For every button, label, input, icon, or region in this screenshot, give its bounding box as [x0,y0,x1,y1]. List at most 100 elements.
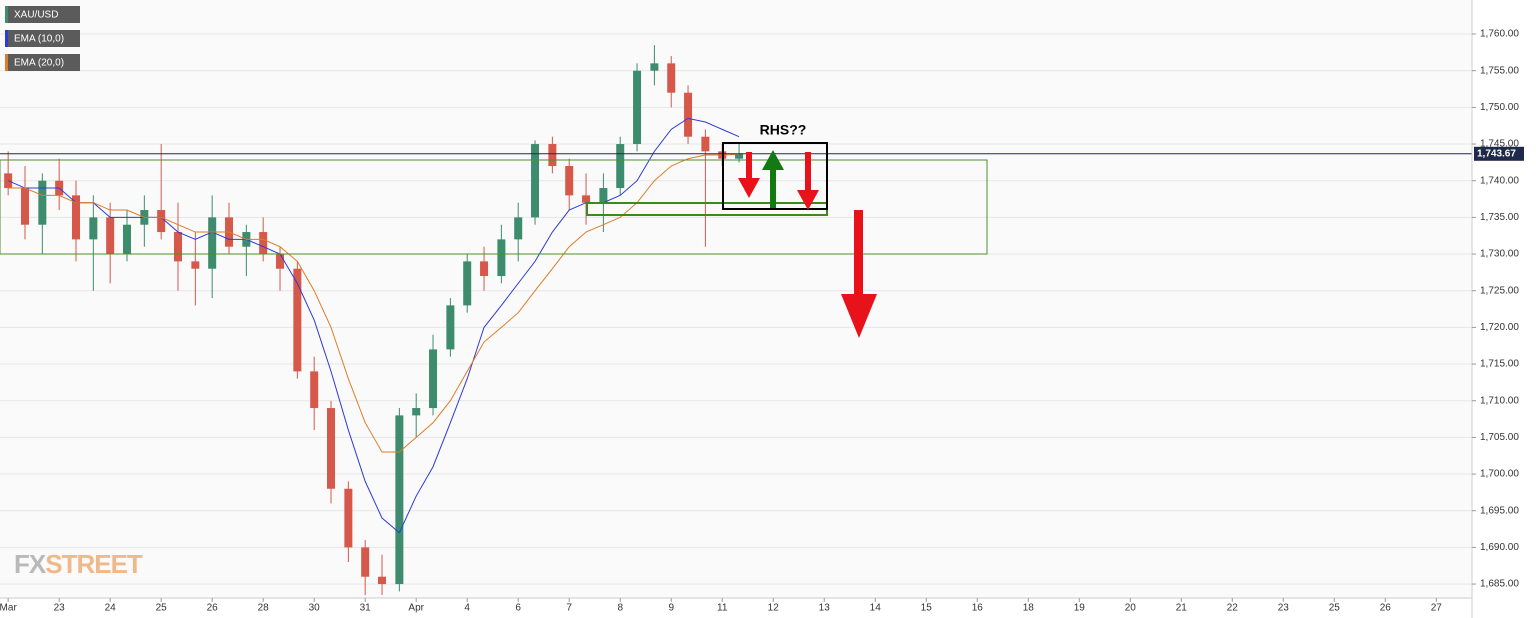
candle-body [565,166,574,196]
candle-body [259,232,268,255]
candle-body [208,217,217,269]
legend-label: EMA (10,0) [14,34,64,45]
x-tick-label: 20 [1125,603,1137,614]
ema-line [7,117,740,534]
candle-body [497,239,506,277]
y-tick-label: 1,715.00 [1480,359,1519,370]
x-tick-label: 26 [1380,603,1392,614]
candle-body [701,136,710,152]
candle-body [327,408,336,489]
down-arrow [738,152,760,198]
candle-body [650,63,659,71]
rhs-box [722,142,828,210]
y-tick-label: 1,735.00 [1480,212,1519,223]
candle-body [361,547,370,577]
big-down-arrow [841,210,877,338]
candle-body [378,576,387,585]
candle-body [174,232,183,262]
y-tick-label: 1,760.00 [1480,29,1519,40]
candle-body [395,415,404,585]
x-tick-label: 13 [819,603,831,614]
x-tick-label: 23 [1278,603,1290,614]
x-tick-label: 30 [309,603,321,614]
x-tick-label: 15 [921,603,933,614]
legend-box [5,6,80,23]
x-tick-label: 6 [515,603,521,614]
watermark: FXSTREET [14,549,143,579]
annotation-text: RHS?? [760,122,807,138]
ema-line [8,153,740,453]
y-tick-label: 1,705.00 [1480,432,1519,443]
x-tick-label: 7 [566,603,572,614]
x-tick-label: 4 [464,603,470,614]
candle-body [463,261,472,306]
legend-box [5,30,80,47]
candle-body [735,153,744,159]
y-tick-label: 1,710.00 [1480,395,1519,406]
y-tick-label: 1,755.00 [1480,65,1519,76]
candle-body [446,305,455,350]
candle-body [157,210,166,233]
x-tick-label: 14 [870,603,882,614]
x-tick-label: 19 [1074,603,1086,614]
candle-body [310,371,319,409]
x-tick-label: Mar [0,603,17,614]
x-tick-label: 23 [54,603,66,614]
x-tick-label: 27 [1431,603,1443,614]
x-tick-label: 21 [1176,603,1188,614]
candle-body [599,188,608,203]
candle-body [20,188,29,225]
y-tick-label: 1,720.00 [1480,322,1519,333]
y-tick-label: 1,695.00 [1480,505,1519,516]
candle-body [480,261,489,277]
legend-label: EMA (20,0) [14,58,64,69]
x-tick-label: 9 [668,603,674,614]
x-tick-label: 12 [768,603,780,614]
candle-body [123,224,132,255]
x-tick-label: Apr [408,603,424,614]
candle-body [293,268,302,372]
x-tick-label: 28 [258,603,270,614]
legend-label: XAU/USD [14,10,58,21]
candle-body [412,408,421,416]
plot-area [0,0,1472,598]
legend-swatch [5,30,8,47]
range-box [0,159,988,255]
grid [0,33,1472,585]
y-tick-label: 1,745.00 [1480,139,1519,150]
x-tick-label: 11 [717,603,728,614]
last-price-label: 1,743.67 [1477,148,1516,159]
y-tick-label: 1,730.00 [1480,249,1519,260]
marks [0,45,1472,596]
candle-body [89,217,98,240]
x-tick-label: 26 [207,603,219,614]
x-tick-label: 31 [360,603,372,614]
candle-body [514,217,523,240]
candle-body [106,217,115,255]
x-tick-label: 24 [105,603,117,614]
candle-body [548,144,557,167]
down-arrow [797,152,819,210]
watermark-fx: FX [14,549,47,579]
candle-body [582,195,591,203]
candle-body [344,488,353,548]
annotations: RHS?? [0,122,988,338]
candle-body [667,63,676,93]
candle-body [191,261,200,269]
y-tick-label: 1,725.00 [1480,285,1519,296]
candle-body [71,195,80,240]
x-tick-label: 18 [1023,603,1035,614]
x-tick-label: 22 [1227,603,1239,614]
y-tick-label: 1,685.00 [1480,579,1519,590]
watermark-street: STREET [45,549,143,579]
x-tick-label: 25 [156,603,168,614]
candle-body [429,349,438,409]
y-tick-label: 1,740.00 [1480,175,1519,186]
legend-swatch [5,54,8,71]
legend: XAU/USD EMA (10,0) EMA (20,0) [5,6,80,71]
y-tick-label: 1,690.00 [1480,542,1519,553]
legend-swatch [5,6,8,23]
y-tick-label: 1,700.00 [1480,469,1519,480]
legend-box [5,54,80,71]
